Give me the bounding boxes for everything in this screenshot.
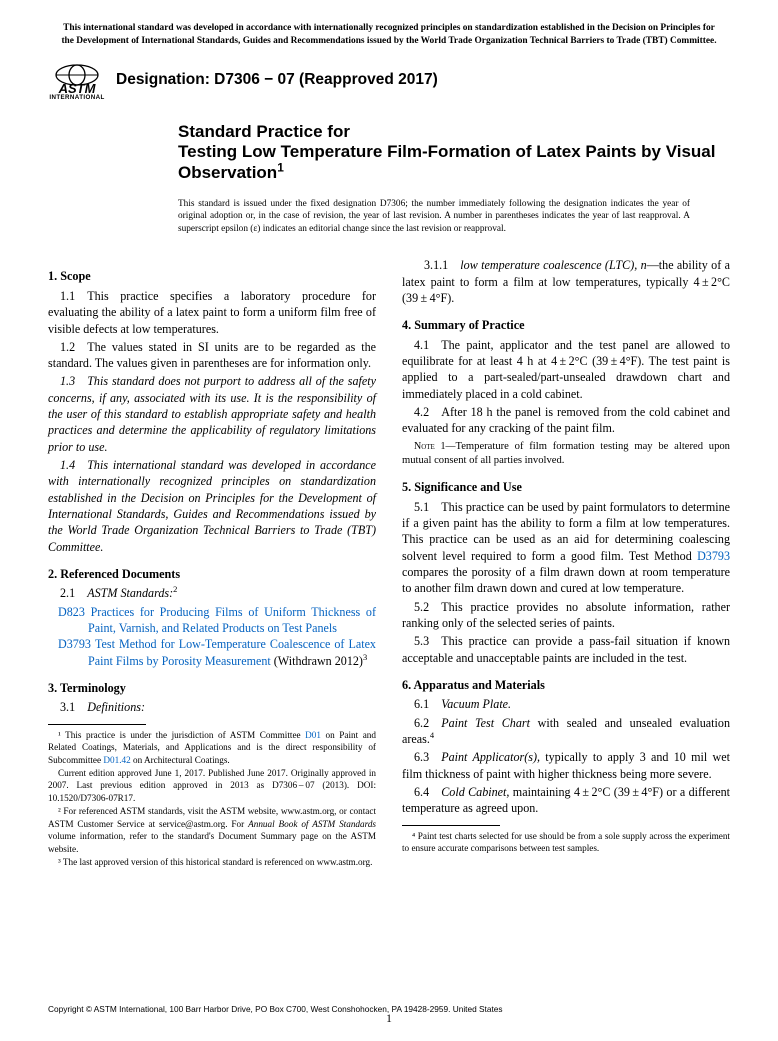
para-6-3: 6.3 Paint Applicator(s), typically to ap… bbox=[402, 749, 730, 782]
link-d3793-inline[interactable]: D3793 bbox=[697, 549, 730, 563]
footnote-4: ⁴ Paint test charts selected for use sho… bbox=[402, 830, 730, 855]
para-6-2: 6.2 Paint Test Chart with sealed and uns… bbox=[402, 715, 730, 748]
logo-label: INTERNATIONAL bbox=[48, 95, 106, 101]
designation: Designation: D7306 − 07 (Reapproved 2017… bbox=[116, 70, 438, 91]
header: ASTM INTERNATIONAL Designation: D7306 − … bbox=[48, 59, 730, 101]
para-5-3: 5.3 This practice can provide a pass-fai… bbox=[402, 633, 730, 666]
footnotes-right: ⁴ Paint test charts selected for use sho… bbox=[402, 830, 730, 855]
note-1: Note 1—Temperature of film formation tes… bbox=[402, 440, 730, 469]
footnote-rule-left bbox=[48, 724, 146, 725]
footnote-3: ³ The last approved version of this hist… bbox=[48, 856, 376, 868]
para-1-4: 1.4 This international standard was deve… bbox=[48, 457, 376, 555]
title-block: Standard Practice for Testing Low Temper… bbox=[178, 122, 720, 236]
para-4-1: 4.1 The paint, applicator and the test p… bbox=[402, 337, 730, 402]
link-d823[interactable]: D823 Practices for Producing Films of Un… bbox=[58, 605, 376, 635]
section-2-head: 2. Referenced Documents bbox=[48, 566, 376, 582]
left-column: 1. Scope 1.1 This practice specifies a l… bbox=[48, 257, 376, 869]
astm-logo: ASTM INTERNATIONAL bbox=[48, 59, 106, 101]
page-number: 1 bbox=[0, 1012, 778, 1028]
para-6-1: 6.1 Vacuum Plate. bbox=[402, 696, 730, 712]
columns: 1. Scope 1.1 This practice specifies a l… bbox=[48, 257, 730, 869]
committee-note: This international standard was develope… bbox=[48, 22, 730, 57]
section-3-head: 3. Terminology bbox=[48, 680, 376, 696]
title-main: Testing Low Temperature Film-Formation o… bbox=[178, 142, 720, 183]
section-1-head: 1. Scope bbox=[48, 268, 376, 284]
para-5-1: 5.1 This practice can be used by paint f… bbox=[402, 499, 730, 597]
link-d01[interactable]: D01 bbox=[305, 730, 321, 740]
footnote-2: ² For referenced ASTM standards, visit t… bbox=[48, 805, 376, 855]
link-d0142[interactable]: D01.42 bbox=[103, 755, 130, 765]
ref-d3793: D3793 Test Method for Low-Temperature Co… bbox=[48, 636, 376, 669]
title-text: Testing Low Temperature Film-Formation o… bbox=[178, 142, 715, 182]
svg-text:ASTM: ASTM bbox=[58, 81, 97, 95]
para-3-1-1: 3.1.1 low temperature coalescence (LTC),… bbox=[402, 257, 730, 306]
para-1-3: 1.3 This standard does not purport to ad… bbox=[48, 373, 376, 455]
footnote-1b: Current edition approved June 1, 2017. P… bbox=[48, 767, 376, 804]
issuance-note: This standard is issued under the fixed … bbox=[178, 198, 690, 236]
para-1-2: 1.2 The values stated in SI units are to… bbox=[48, 339, 376, 372]
ref-d823: D823 Practices for Producing Films of Un… bbox=[48, 604, 376, 637]
section-5-head: 5. Significance and Use bbox=[402, 479, 730, 495]
para-2-1: 2.1 ASTM Standards:2 bbox=[48, 585, 376, 601]
para-1-1: 1.1 This practice specifies a laboratory… bbox=[48, 288, 376, 337]
title-lead: Standard Practice for bbox=[178, 122, 720, 143]
section-4-head: 4. Summary of Practice bbox=[402, 317, 730, 333]
para-5-2: 5.2 This practice provides no absolute i… bbox=[402, 599, 730, 632]
footnote-1: ¹ This practice is under the jurisdictio… bbox=[48, 729, 376, 766]
right-column: 3.1.1 low temperature coalescence (LTC),… bbox=[402, 257, 730, 869]
footnote-rule-right bbox=[402, 825, 500, 826]
section-6-head: 6. Apparatus and Materials bbox=[402, 677, 730, 693]
para-4-2: 4.2 After 18 h the panel is removed from… bbox=[402, 404, 730, 437]
footnotes-left: ¹ This practice is under the jurisdictio… bbox=[48, 729, 376, 869]
para-6-4: 6.4 Cold Cabinet, maintaining 4 ± 2°C (3… bbox=[402, 784, 730, 817]
para-3-1: 3.1 Definitions: bbox=[48, 699, 376, 715]
page: This international standard was develope… bbox=[0, 0, 778, 869]
